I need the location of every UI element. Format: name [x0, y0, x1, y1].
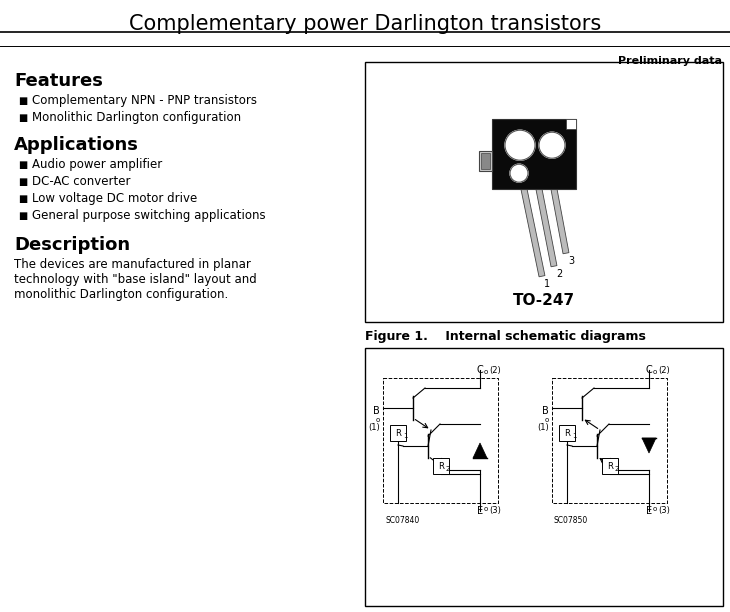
Text: R: R: [564, 428, 570, 438]
Text: Low voltage DC motor drive: Low voltage DC motor drive: [32, 192, 197, 205]
Bar: [433, 458, 449, 474]
Text: ■: ■: [18, 96, 27, 106]
Text: ■: ■: [18, 211, 27, 221]
Text: 1: 1: [403, 433, 407, 439]
Text: Description: Description: [14, 236, 130, 254]
Text: B: B: [373, 406, 380, 416]
Text: Complementary NPN - PNP transistors: Complementary NPN - PNP transistors: [32, 94, 257, 107]
Text: Audio power amplifier: Audio power amplifier: [32, 158, 162, 171]
Polygon shape: [479, 151, 492, 171]
Text: (3): (3): [658, 506, 670, 515]
Text: Complementary power Darlington transistors: Complementary power Darlington transisto…: [129, 14, 601, 34]
Polygon shape: [481, 153, 490, 169]
Text: o: o: [484, 369, 488, 375]
Text: (3): (3): [489, 506, 501, 515]
Text: B: B: [542, 406, 549, 416]
Text: o: o: [653, 506, 657, 512]
Text: TO-247: TO-247: [513, 293, 575, 307]
Polygon shape: [566, 119, 576, 129]
Text: (2): (2): [658, 366, 669, 375]
Circle shape: [539, 132, 565, 158]
Text: ■: ■: [18, 177, 27, 187]
Polygon shape: [642, 438, 656, 453]
Text: Figure 1.    Internal schematic diagrams: Figure 1. Internal schematic diagrams: [365, 330, 646, 343]
Polygon shape: [536, 188, 557, 267]
Text: DC-AC converter: DC-AC converter: [32, 175, 131, 188]
Polygon shape: [521, 188, 545, 277]
Text: (1): (1): [537, 422, 549, 431]
Bar: [365, 348, 723, 606]
Text: C: C: [645, 365, 653, 375]
Text: E: E: [477, 506, 483, 516]
Text: Monolithic Darlington configuration: Monolithic Darlington configuration: [32, 111, 241, 124]
Text: 1: 1: [544, 279, 550, 289]
Text: Features: Features: [14, 72, 103, 90]
Text: Preliminary data: Preliminary data: [618, 56, 722, 66]
Text: ■: ■: [18, 113, 27, 123]
Bar: [383, 378, 498, 503]
Circle shape: [505, 130, 535, 160]
Text: The devices are manufactured in planar
technology with "base island" layout and
: The devices are manufactured in planar t…: [14, 258, 257, 301]
Circle shape: [510, 164, 528, 182]
Bar: [559, 425, 575, 441]
Text: R: R: [395, 428, 401, 438]
Text: 2: 2: [446, 466, 450, 472]
Text: Applications: Applications: [14, 136, 139, 154]
Text: 1: 1: [572, 433, 577, 439]
Polygon shape: [473, 443, 487, 458]
Text: General purpose switching applications: General purpose switching applications: [32, 209, 266, 222]
Bar: [602, 458, 618, 474]
Text: ■: ■: [18, 194, 27, 204]
Polygon shape: [551, 188, 569, 254]
Text: R: R: [607, 461, 613, 471]
Text: ■: ■: [18, 160, 27, 170]
Text: o: o: [545, 417, 549, 423]
Text: (2): (2): [489, 366, 501, 375]
Text: 2: 2: [615, 466, 619, 472]
Text: o: o: [484, 506, 488, 512]
Bar: [365, 62, 723, 322]
Text: o: o: [653, 369, 657, 375]
Text: 2: 2: [556, 269, 562, 279]
Bar: [552, 378, 667, 503]
Text: C: C: [477, 365, 483, 375]
Text: E: E: [646, 506, 652, 516]
Text: R: R: [438, 461, 444, 471]
Text: SC07850: SC07850: [554, 516, 588, 525]
Bar: [390, 425, 406, 441]
Text: (1): (1): [368, 422, 380, 431]
Polygon shape: [492, 119, 576, 189]
Text: SC07840: SC07840: [385, 516, 419, 525]
Text: 3: 3: [568, 256, 574, 266]
Text: o: o: [376, 417, 380, 423]
